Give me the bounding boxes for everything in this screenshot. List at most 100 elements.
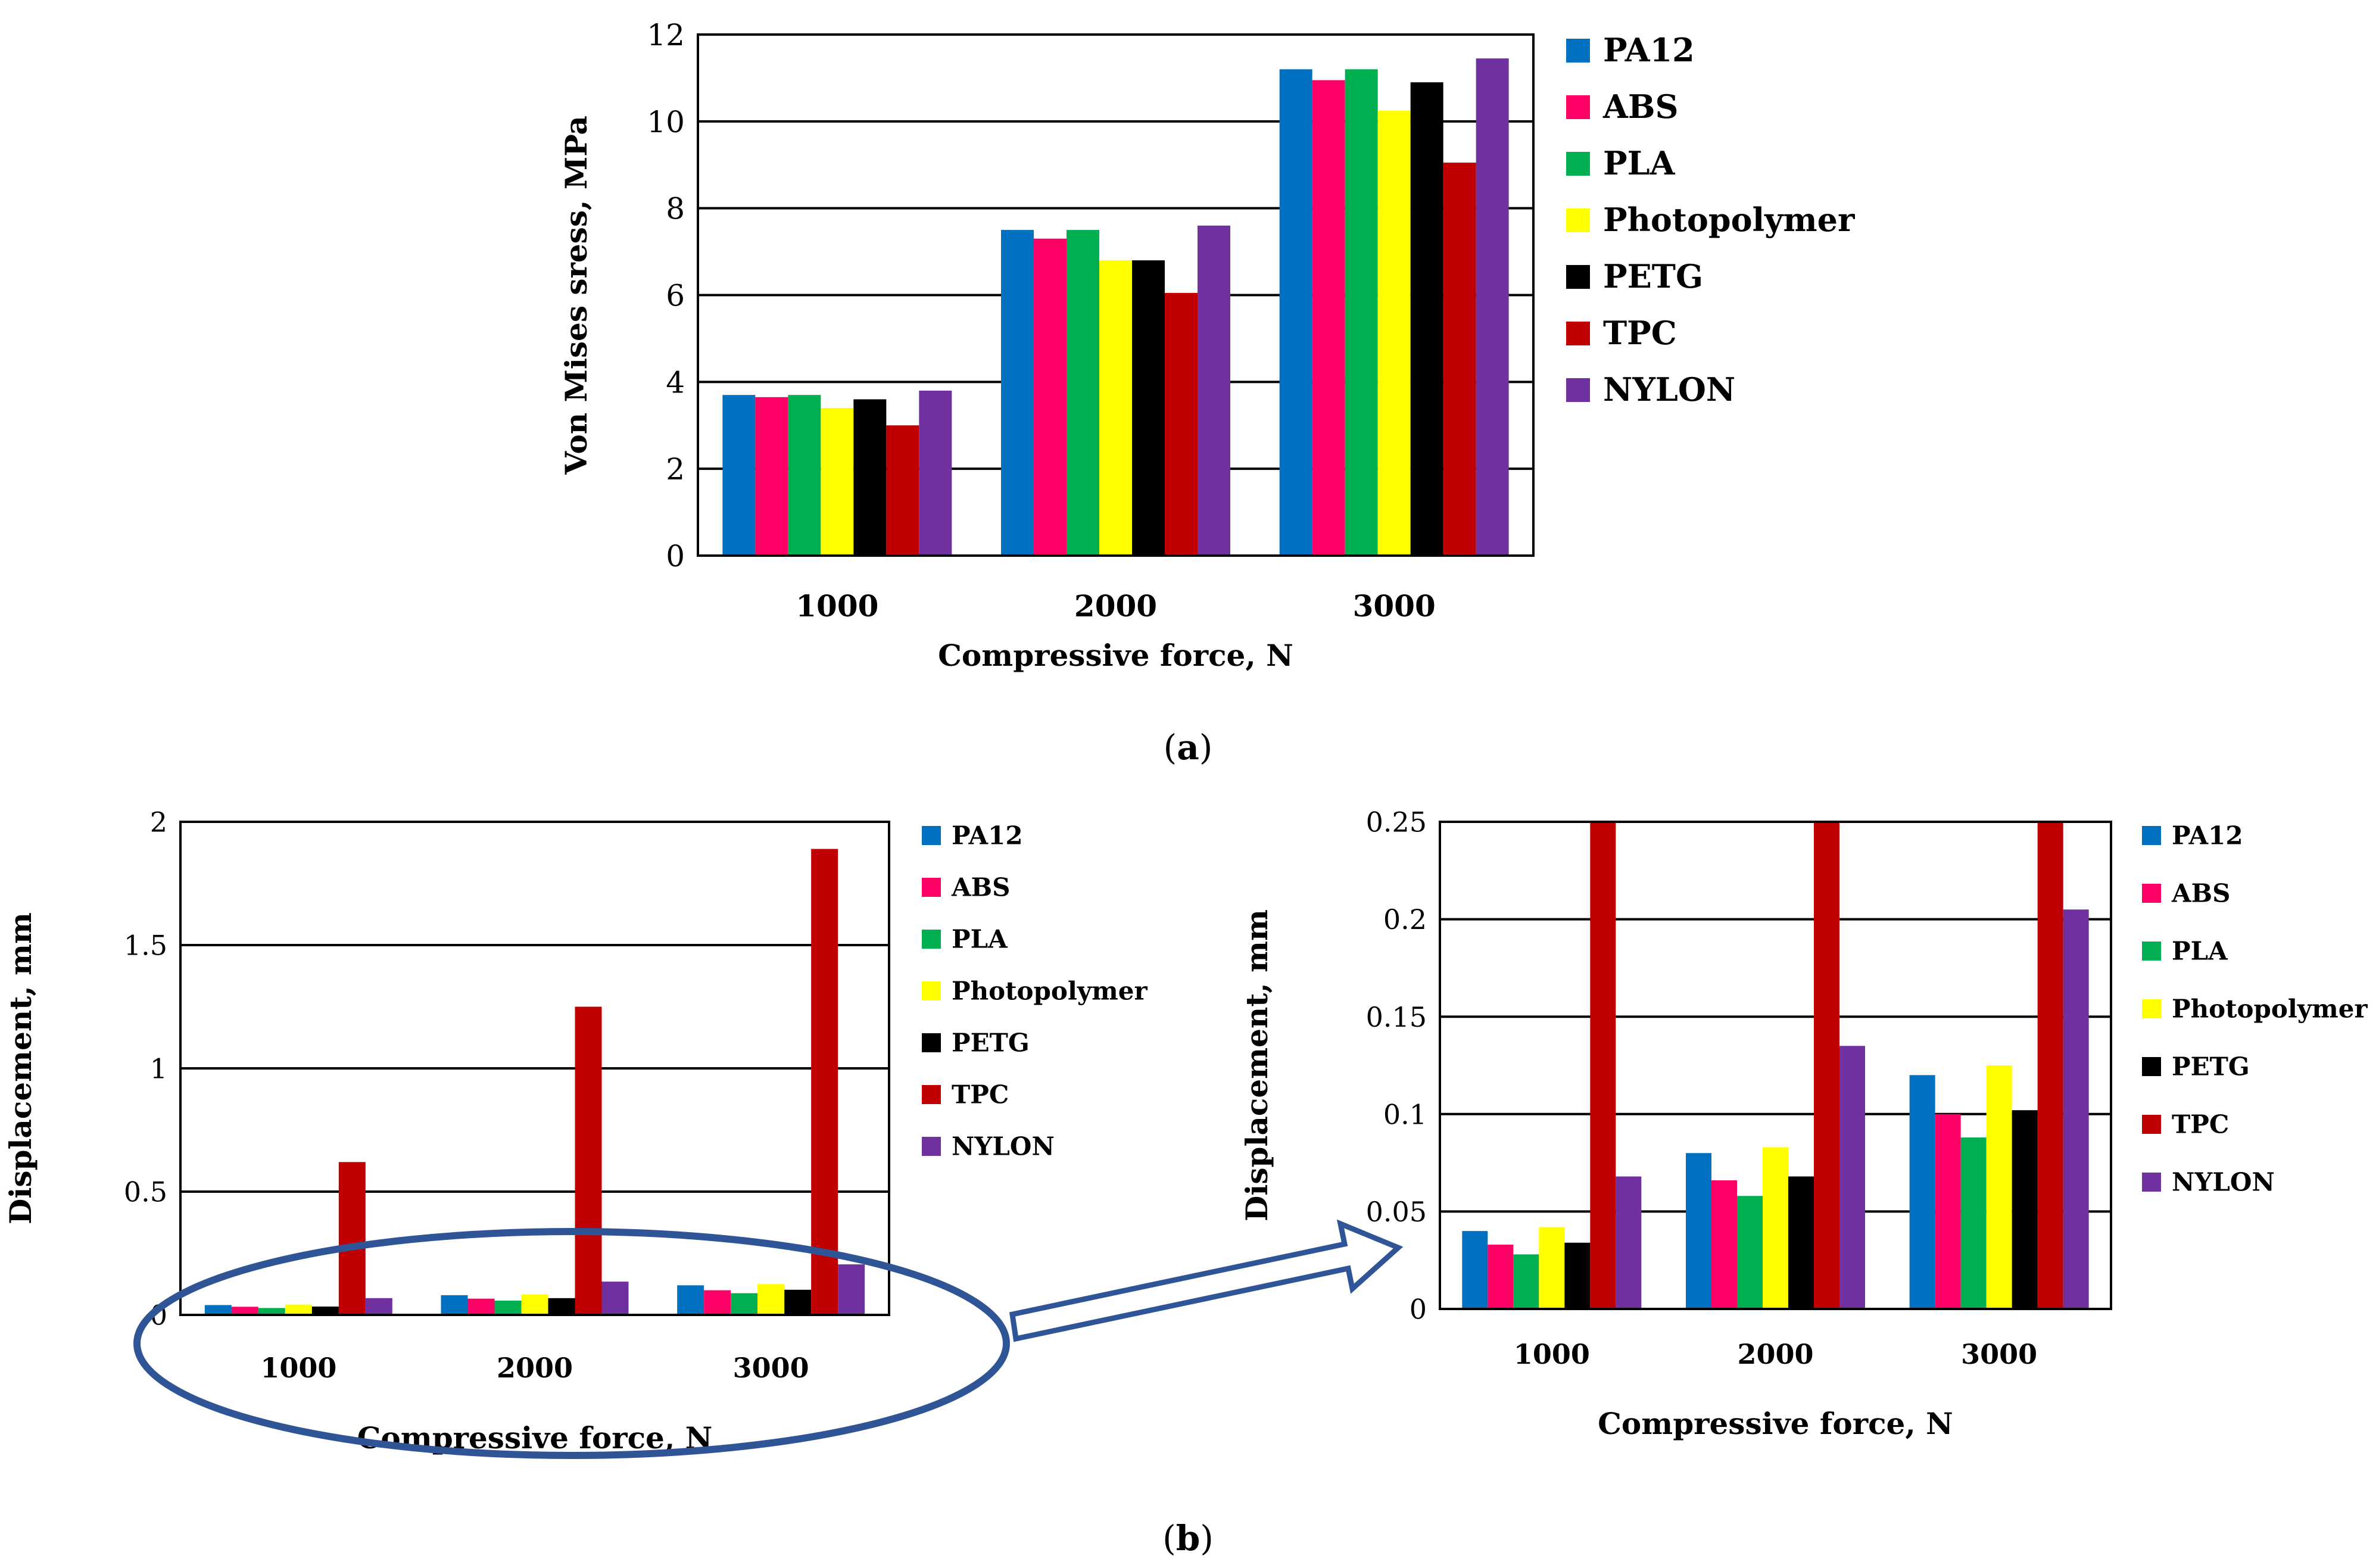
bar-nylon-3000	[2063, 909, 2089, 1309]
legend-label-photopolymer: Photopolymer	[952, 976, 1148, 1005]
bar-petg-2000	[1132, 260, 1165, 556]
bar-petg-1000	[1564, 1242, 1591, 1309]
x-tick-label: 3000	[733, 1352, 809, 1384]
bar-nylon-1000	[919, 390, 952, 556]
plot-frame	[697, 33, 1535, 557]
legend-swatch-pla	[922, 930, 941, 949]
bar-pa12-1000	[722, 395, 756, 556]
highlight-ellipse	[133, 1228, 1010, 1459]
bar-petg-2000	[548, 1298, 575, 1315]
bar-pla-2000	[1067, 230, 1099, 556]
bar-abs-3000	[704, 1290, 731, 1315]
bar-nylon-3000	[838, 1264, 865, 1315]
y-tick-label: 0.2	[1383, 903, 1427, 936]
bar-pa12-2000	[441, 1295, 468, 1315]
legend-label-petg: PETG	[1603, 257, 1703, 295]
bar-photopolymer-3000	[757, 1284, 785, 1315]
bar-nylon-1000	[1616, 1176, 1642, 1309]
x-tick-label: 1000	[1514, 1338, 1590, 1370]
bar-abs-1000	[755, 397, 788, 556]
legend-label-tpc: TPC	[952, 1080, 1009, 1109]
y-tick-label: 1.5	[124, 930, 167, 962]
bar-nylon-2000	[1839, 1046, 1865, 1309]
bar-photopolymer-2000	[1763, 1147, 1788, 1309]
bar-petg-3000	[2012, 1110, 2038, 1309]
legend-swatch-nylon	[922, 1137, 941, 1156]
bar-tpc-2000	[1165, 292, 1198, 556]
plot-frame	[179, 821, 890, 1316]
bar-pla-1000	[258, 1308, 285, 1315]
legend-label-petg: PETG	[952, 1028, 1030, 1057]
caption-a: (a)	[1164, 727, 1213, 768]
y-tick-label: 0	[666, 539, 685, 573]
bar-petg-1000	[853, 399, 887, 556]
bar-pla-1000	[788, 395, 821, 556]
legend-label-pla: PLA	[2172, 936, 2228, 965]
bar-nylon-1000	[365, 1298, 392, 1315]
legend-label-photopolymer: Photopolymer	[2172, 994, 2368, 1023]
bar-abs-3000	[1935, 1114, 1961, 1309]
y-axis-label: Displacement, mm	[3, 912, 38, 1224]
legend-swatch-photopolymer	[2142, 999, 2161, 1018]
y-axis-label: Von Mises sress, MPa	[559, 116, 594, 475]
legend-swatch-pla	[1566, 152, 1590, 176]
bar-abs-2000	[1711, 1180, 1737, 1309]
legend-swatch-tpc	[2142, 1115, 2161, 1134]
x-tick-label: 1000	[260, 1352, 336, 1384]
y-tick-label: 12	[647, 18, 685, 52]
bar-photopolymer-3000	[1377, 110, 1411, 556]
zoom-arrow	[1009, 1219, 1404, 1342]
legend-swatch-abs	[922, 878, 941, 897]
legend-swatch-pla	[2142, 942, 2161, 961]
legend-swatch-nylon	[1566, 378, 1590, 402]
y-tick-label: 0.5	[124, 1176, 167, 1208]
legend-swatch-petg	[2142, 1057, 2161, 1076]
y-tick-label: 0.1	[1383, 1098, 1427, 1130]
legend-label-photopolymer: Photopolymer	[1603, 201, 1855, 239]
bar-tpc-2000	[575, 1006, 602, 1315]
bar-photopolymer-2000	[521, 1294, 548, 1315]
legend-swatch-abs	[2142, 884, 2161, 903]
bar-tpc-3000	[2037, 822, 2063, 1309]
plot-frame	[1439, 821, 2112, 1310]
y-tick-label: 8	[666, 192, 685, 226]
x-tick-label: 2000	[1737, 1338, 1813, 1370]
bar-tpc-1000	[1590, 822, 1616, 1309]
bar-photopolymer-1000	[1539, 1227, 1565, 1309]
legend-swatch-nylon	[2142, 1173, 2161, 1192]
bar-photopolymer-1000	[285, 1304, 312, 1315]
y-tick-label: 2	[150, 806, 167, 838]
y-tick-label: 2	[666, 452, 685, 487]
bar-petg-1000	[311, 1306, 339, 1315]
legend-label-pa12: PA12	[1603, 31, 1695, 69]
legend-swatch-petg	[922, 1033, 941, 1052]
bar-pla-3000	[1960, 1137, 1987, 1309]
y-tick-label: 6	[666, 279, 685, 313]
bar-abs-3000	[1312, 80, 1345, 556]
legend-label-nylon: NYLON	[2172, 1167, 2275, 1196]
bar-abs-2000	[467, 1298, 495, 1315]
bar-pa12-2000	[1001, 230, 1034, 556]
bar-tpc-1000	[338, 1162, 366, 1315]
bar-pa12-1000	[204, 1305, 232, 1315]
bar-pa12-3000	[677, 1285, 704, 1315]
bar-petg-3000	[1410, 82, 1443, 556]
legend-label-pa12: PA12	[952, 821, 1023, 850]
legend-label-tpc: TPC	[1603, 314, 1677, 352]
bar-abs-1000	[1488, 1245, 1514, 1309]
bar-photopolymer-1000	[821, 408, 854, 556]
x-axis-label: Compressive force, N	[1598, 1406, 1953, 1441]
bar-photopolymer-2000	[1099, 260, 1132, 556]
legend-swatch-photopolymer	[1566, 208, 1590, 232]
x-tick-label: 2000	[497, 1352, 573, 1384]
legend-swatch-pa12	[922, 826, 941, 845]
legend-label-abs: ABS	[951, 872, 1010, 902]
caption-b: (b)	[1162, 1518, 1214, 1558]
bar-pa12-3000	[1909, 1075, 1935, 1309]
legend-swatch-pa12	[1566, 39, 1590, 63]
y-tick-label: 1	[150, 1053, 167, 1085]
bar-tpc-3000	[1443, 163, 1476, 556]
bar-pla-3000	[1345, 69, 1378, 556]
